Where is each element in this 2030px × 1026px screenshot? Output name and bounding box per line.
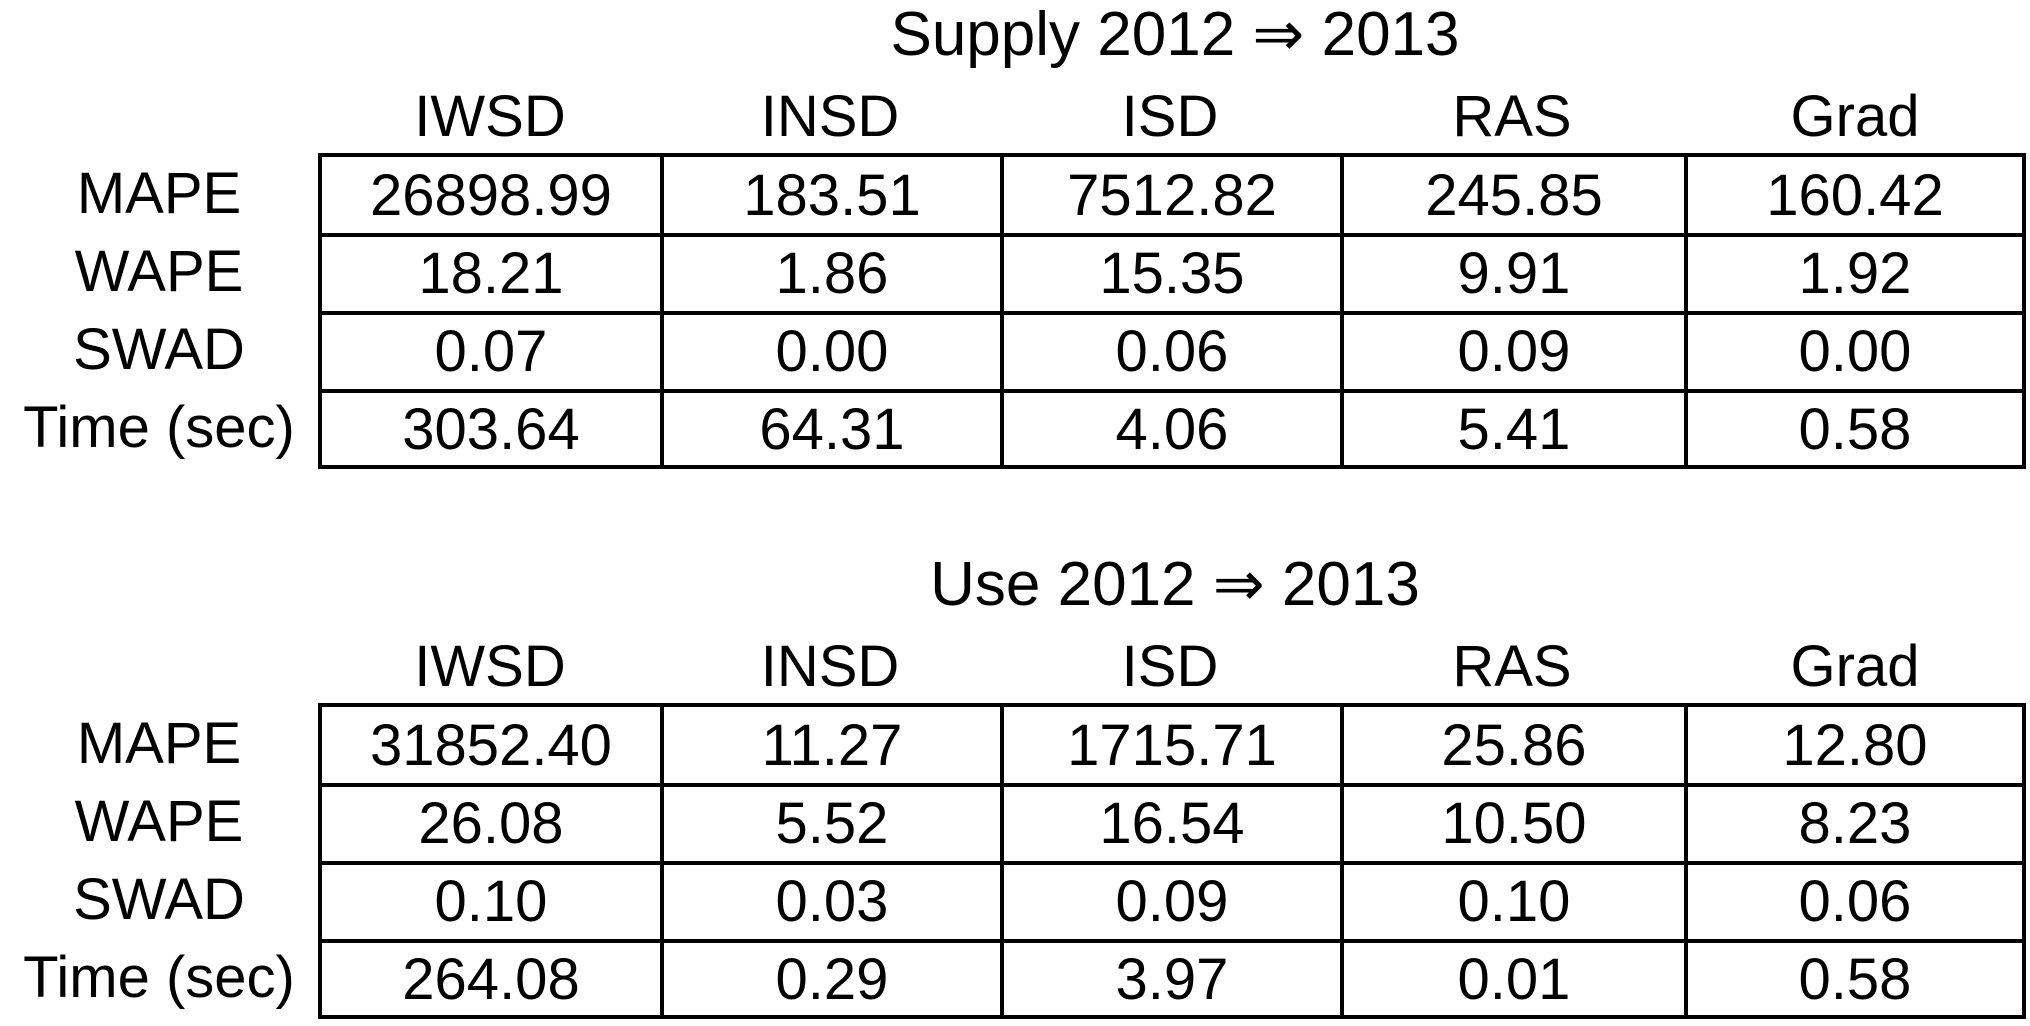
table-cell: 303.64	[402, 397, 580, 462]
table-cell: 0.06	[1115, 319, 1229, 384]
column-header: INSD	[760, 634, 900, 699]
column-header: ISD	[1121, 84, 1219, 149]
table-title: Supply 2012 ⇒ 2013	[890, 0, 1460, 69]
column-header: Grad	[1790, 634, 1920, 699]
table-cell: 0.07	[434, 319, 548, 384]
table-cell: 0.09	[1457, 319, 1571, 384]
column-header: RAS	[1452, 84, 1572, 149]
table-cell: 183.51	[743, 163, 921, 228]
row-label: Time (sec)	[23, 395, 295, 460]
table-cell: 0.03	[775, 869, 889, 934]
table-cell: 1.86	[775, 241, 889, 306]
table-cell: 10.50	[1441, 791, 1587, 856]
row-label: MAPE	[76, 711, 242, 776]
table-cell: 0.06	[1798, 869, 1912, 934]
row-label: WAPE	[74, 239, 244, 304]
row-label: SWAD	[73, 317, 245, 382]
row-divider	[322, 939, 2022, 943]
row-divider	[322, 311, 2022, 315]
table-cell: 0.10	[1457, 869, 1571, 934]
table-cell: 0.01	[1457, 947, 1571, 1012]
column-header: INSD	[760, 84, 900, 149]
table-cell: 0.00	[775, 319, 889, 384]
table-cell: 160.42	[1766, 163, 1944, 228]
table-cell: 0.09	[1115, 869, 1229, 934]
table-cell: 5.41	[1457, 397, 1571, 462]
table-title: Use 2012 ⇒ 2013	[930, 550, 1420, 619]
table-cell: 0.29	[775, 947, 889, 1012]
row-divider	[322, 233, 2022, 237]
table-cell: 0.10	[434, 869, 548, 934]
column-header: RAS	[1452, 634, 1572, 699]
data-grid: 31852.40 11.27 1715.71 25.86 12.80 26.08…	[318, 703, 2026, 1019]
table-cell: 0.58	[1798, 947, 1912, 1012]
table-cell: 25.86	[1441, 713, 1587, 778]
supply-table: Supply 2012 ⇒ 2013 IWSD INSD ISD RAS Gra…	[0, 0, 2030, 470]
table-cell: 15.35	[1099, 241, 1245, 306]
table-cell: 26.08	[418, 791, 564, 856]
table-cell: 0.58	[1798, 397, 1912, 462]
table-cell: 12.80	[1782, 713, 1928, 778]
table-cell: 8.23	[1798, 791, 1912, 856]
table-cell: 11.27	[761, 713, 903, 778]
table-cell: 9.91	[1457, 241, 1571, 306]
use-table: Use 2012 ⇒ 2013 IWSD INSD ISD RAS Grad M…	[0, 550, 2030, 1020]
table-cell: 1715.71	[1067, 713, 1277, 778]
row-divider	[322, 783, 2022, 787]
table-cell: 64.31	[759, 397, 905, 462]
row-divider	[322, 861, 2022, 865]
column-header: IWSD	[414, 634, 566, 699]
table-cell: 4.06	[1115, 397, 1229, 462]
table-cell: 5.52	[775, 791, 889, 856]
table-cell: 1.92	[1798, 241, 1912, 306]
row-label: MAPE	[76, 161, 242, 226]
table-cell: 0.00	[1798, 319, 1912, 384]
table-cell: 31852.40	[370, 713, 612, 778]
table-cell: 16.54	[1099, 791, 1245, 856]
table-cell: 245.85	[1425, 163, 1603, 228]
table-cell: 264.08	[402, 947, 580, 1012]
row-divider	[322, 389, 2022, 393]
data-grid: 26898.99 183.51 7512.82 245.85 160.42 18…	[318, 153, 2026, 469]
row-label: SWAD	[73, 867, 245, 932]
table-cell: 26898.99	[370, 163, 612, 228]
row-label: Time (sec)	[23, 945, 295, 1010]
table-cell: 3.97	[1115, 947, 1229, 1012]
column-header: IWSD	[414, 84, 566, 149]
column-header: ISD	[1121, 634, 1219, 699]
table-cell: 7512.82	[1067, 163, 1277, 228]
table-cell: 18.21	[418, 241, 564, 306]
column-header: Grad	[1790, 84, 1920, 149]
row-label: WAPE	[74, 789, 244, 854]
